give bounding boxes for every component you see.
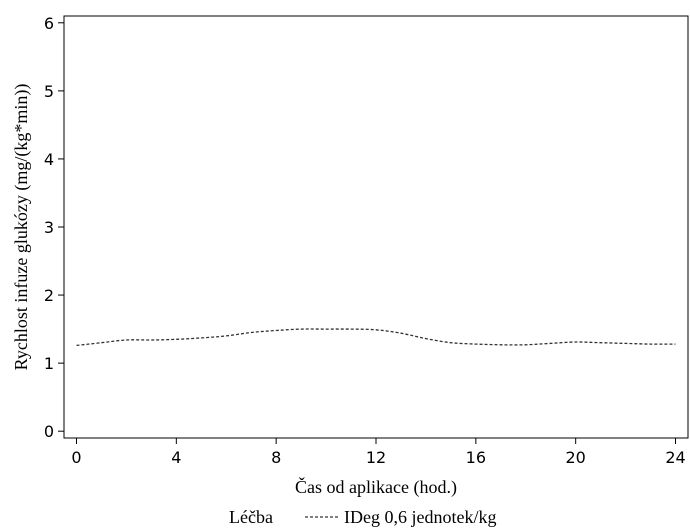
- y-tick-label: 5: [44, 82, 54, 101]
- y-axis-ticks: 0 1 2 3 4 5 6: [44, 14, 64, 441]
- x-tick-label: 0: [71, 448, 81, 467]
- x-tick-label: 20: [566, 448, 586, 467]
- x-tick-label: 8: [271, 448, 281, 467]
- legend: Léčba IDeg 0,6 jednotek/kg: [229, 507, 496, 527]
- x-tick-label: 16: [466, 448, 486, 467]
- y-tick-label: 2: [44, 286, 54, 305]
- plot-frame: [63, 15, 689, 439]
- y-tick-label: 0: [44, 422, 54, 441]
- x-axis-ticks: 0 4 8 12 16 20 24: [71, 438, 686, 467]
- series-line: [76, 328, 676, 347]
- y-tick-label: 4: [44, 150, 54, 169]
- y-axis-title: Rychlost infuze glukózy (mg/(kg*min)): [11, 84, 32, 371]
- x-tick-label: 4: [171, 448, 181, 467]
- y-tick-label: 1: [44, 354, 54, 373]
- y-tick-label: 3: [44, 218, 54, 237]
- x-tick-label: 24: [665, 448, 685, 467]
- legend-entry: IDeg 0,6 jednotek/kg: [344, 507, 496, 527]
- x-tick-label: 12: [366, 448, 386, 467]
- x-axis-title: Čas od aplikace (hod.): [295, 476, 457, 498]
- y-tick-label: 6: [44, 14, 54, 33]
- legend-title: Léčba: [229, 507, 273, 527]
- series-layer: [76, 328, 676, 347]
